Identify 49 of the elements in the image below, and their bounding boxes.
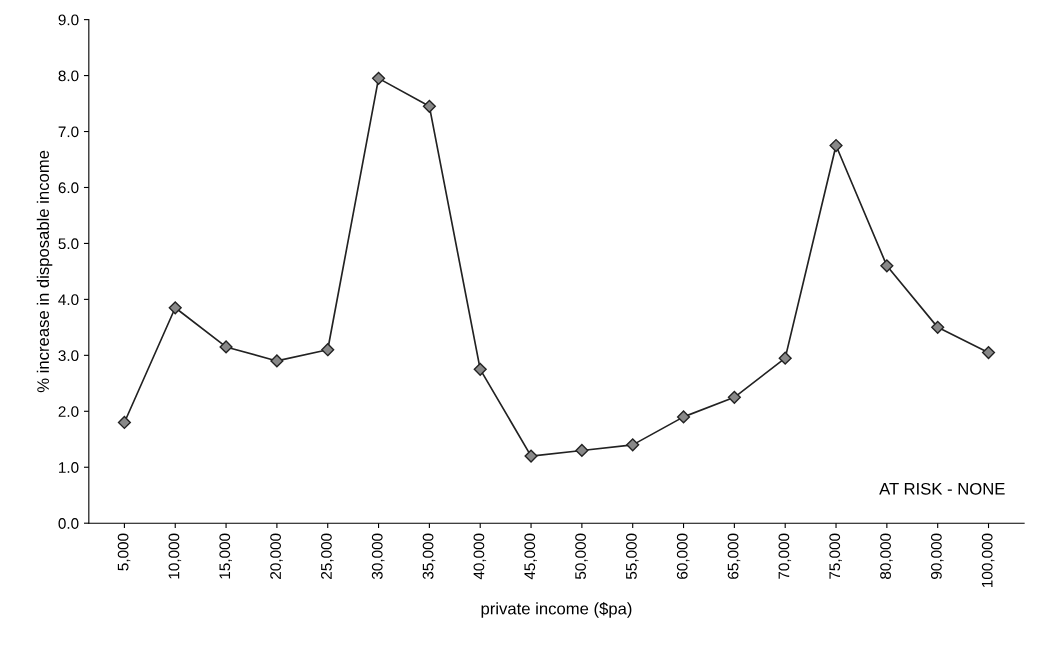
x-tick-label: 65,000 [727,533,741,579]
point [829,138,843,153]
point [575,443,589,458]
x-tick-label: 30,000 [371,533,385,580]
x-tick-label: 50,000 [575,533,588,580]
y-tick-label: 0.0 [58,518,79,529]
x-tick-label: 75,000 [829,533,842,579]
y-tick-label: 1.0 [59,462,79,473]
point [473,362,487,376]
x-tick-label: 60,000 [676,533,690,579]
point [117,415,131,430]
y-axis-title: % increase in disposable income [36,150,53,393]
x-tick-label: 20,000 [270,533,283,579]
y-tick-label: 9.0 [58,14,79,26]
point [880,259,894,273]
x-tick-label: 5,000 [117,533,131,571]
point [270,354,284,368]
x-tick-label: 45,000 [524,533,537,580]
x-tick-label: 10,000 [168,533,182,579]
x-tick-label: 35,000 [422,533,436,580]
x-tick-label: 55,000 [625,533,639,580]
point [168,301,182,315]
point [422,99,436,113]
x-tick-label: 15,000 [219,533,232,579]
x-tick-label: 100,000 [981,533,995,587]
point [371,71,386,85]
point [321,343,335,357]
y-tick-label: 8.0 [58,70,79,82]
point [676,410,691,424]
y-tick-label: 5.0 [58,238,79,250]
point [727,390,741,404]
point [524,449,538,463]
point [778,351,792,365]
y-tick-label: 2.0 [58,406,79,417]
y-tick-label: 4.0 [58,294,79,306]
point [219,340,233,354]
y-tick-label: 6.0 [58,182,79,194]
x-tick-label: 40,000 [473,533,487,580]
point [626,438,640,452]
x-axis-title: private income ($pa) [481,602,632,618]
x-tick-label: 80,000 [880,533,893,579]
x-tick-label: 25,000 [321,533,334,579]
x-tick-label: 70,000 [778,533,792,579]
x-tick-label: 90,000 [930,533,944,579]
point [981,345,996,360]
y-tick-label: 7.0 [58,126,79,138]
y-tick-label: 3.0 [58,350,79,362]
annotation: AT RISK - NONE [879,482,1005,495]
point [931,320,945,334]
